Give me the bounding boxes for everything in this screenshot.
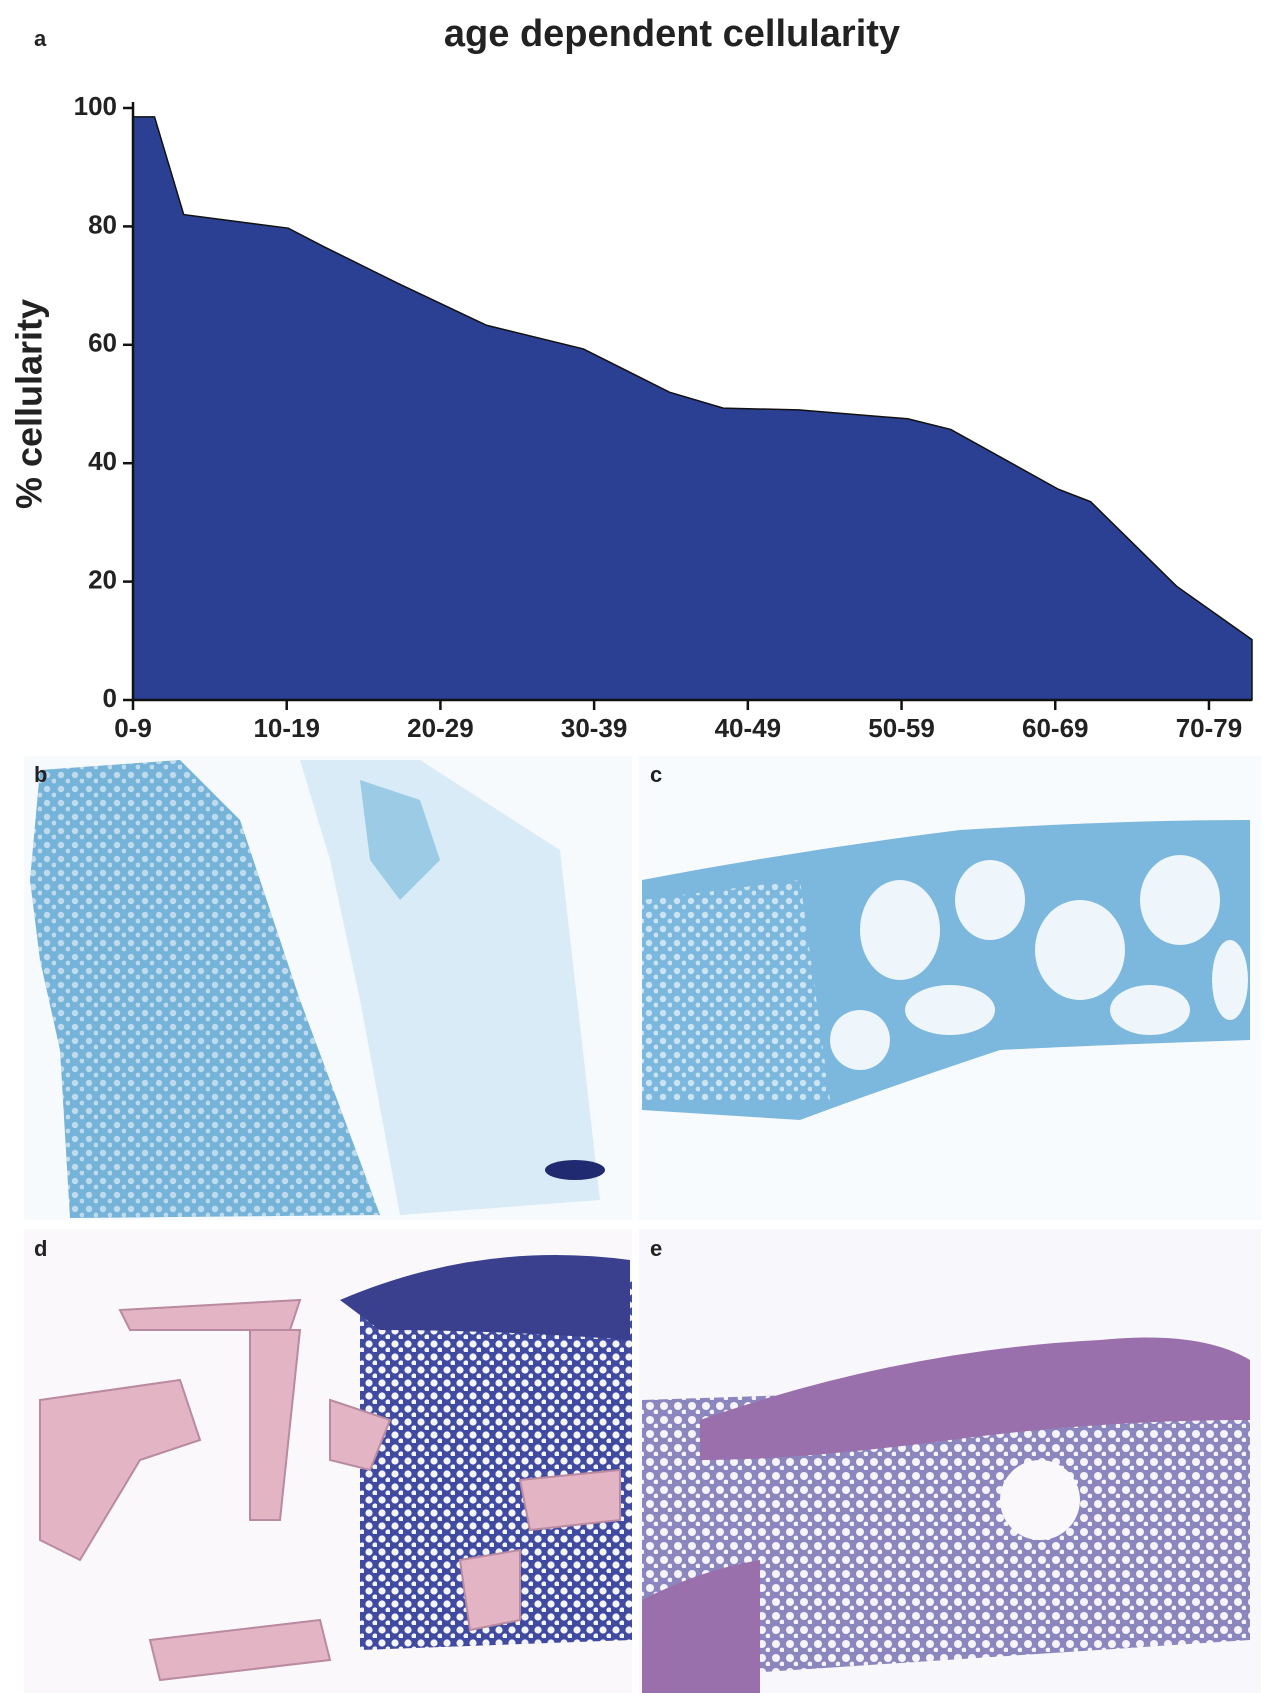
micrograph-d: d: [24, 1229, 632, 1693]
chart-title: age dependent cellularity: [444, 13, 900, 55]
panel-label: e: [650, 1236, 662, 1261]
panel-label: a: [34, 26, 47, 51]
micrograph-b: b: [24, 756, 632, 1220]
y-tick-label: 60: [88, 328, 117, 358]
panel-label: d: [34, 1236, 47, 1261]
panel-label: c: [650, 762, 662, 787]
x-tick-label: 50-59: [868, 713, 935, 743]
area: [132, 116, 1253, 701]
micrograph-e: e: [639, 1229, 1261, 1693]
y-tick-label: 100: [74, 91, 117, 121]
plot: 0 20 40 60 80 100 0-9 10-19 20-29 30-39 40-49 50-59…: [74, 91, 1253, 743]
y-tick-label: 20: [88, 564, 117, 594]
x-tick-label: 0-9: [114, 713, 152, 743]
x-tick-label: 30-39: [561, 713, 628, 743]
micrograph-c: c: [639, 756, 1261, 1220]
y-tick-label: 40: [88, 446, 117, 476]
x-tick-label: 40-49: [715, 713, 782, 743]
x-tick-label: 20-29: [407, 713, 474, 743]
x-tick-label: 60-69: [1022, 713, 1089, 743]
x-tick-label: 10-19: [253, 713, 320, 743]
y-tick-label: 0: [103, 683, 117, 713]
y-axis-label: % cellularity: [9, 299, 50, 509]
panel-label: b: [34, 762, 47, 787]
y-tick-label: 80: [88, 209, 117, 239]
x-tick-label: 70-79: [1176, 713, 1243, 743]
